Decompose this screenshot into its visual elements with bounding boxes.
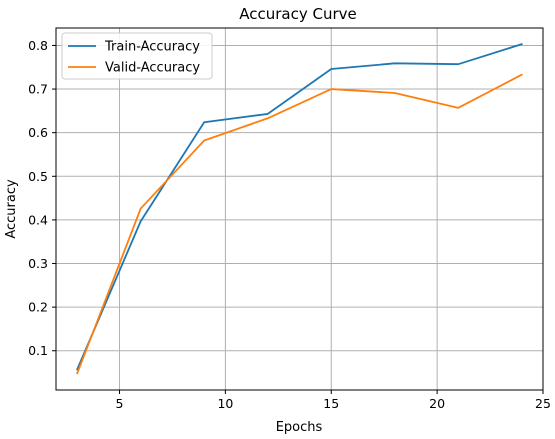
series-layer [76,43,523,375]
legend-label: Valid-Accuracy [105,61,200,76]
y-tick-label: 0.5 [28,169,48,184]
x-axis-label: Epochs [276,420,323,435]
y-axis-label: Accuracy [4,179,19,239]
legend-label: Train-Accuracy [104,40,200,55]
y-tick-label: 0.1 [28,343,48,358]
series-line-train-accuracy [76,43,523,371]
y-tick-label: 0.6 [28,125,48,140]
y-tick-label: 0.7 [28,82,48,97]
y-tick-label: 0.8 [28,38,48,53]
y-axis-ticks: 0.1 0.2 0.3 0.4 0.5 0.6 0.7 0.8 [28,38,56,358]
x-tick-label: 20 [429,396,445,411]
legend-box [61,32,213,80]
plot-frame [55,27,544,391]
x-tick-label: 15 [323,396,339,411]
x-axis-ticks: 5 10 15 20 25 [116,390,551,411]
x-tick-label: 10 [217,396,233,411]
legend: Train-Accuracy Valid-Accuracy [61,32,213,80]
x-tick-label: 25 [535,396,551,411]
chart-title: Accuracy Curve [239,5,357,23]
x-tick-label: 5 [116,396,124,411]
y-tick-label: 0.2 [28,300,48,315]
series-line-valid-accuracy [76,73,523,375]
y-tick-label: 0.3 [28,256,48,271]
grid-lines [56,28,544,390]
y-tick-label: 0.4 [28,212,48,227]
